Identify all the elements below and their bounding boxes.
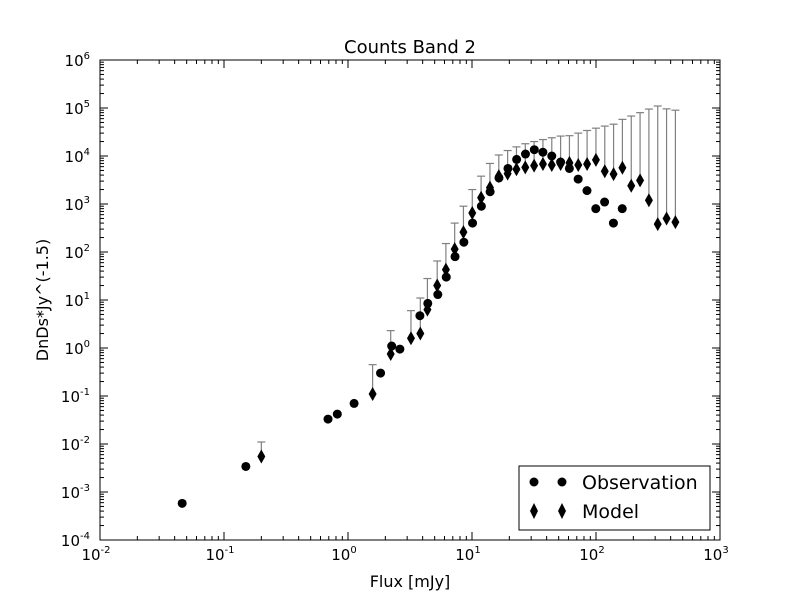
- model-point: [450, 242, 459, 257]
- model-point: [653, 217, 662, 232]
- model-point: [583, 157, 592, 172]
- observation-point: [617, 204, 627, 214]
- model-point: [565, 155, 574, 170]
- legend-model-label: Model: [582, 501, 639, 523]
- model-point: [416, 326, 425, 341]
- model-point: [556, 157, 565, 172]
- model-point: [468, 205, 477, 220]
- legend-observation-marker-left: [529, 477, 539, 487]
- model-point: [477, 190, 486, 205]
- observation-point: [415, 311, 425, 321]
- model-point: [512, 162, 521, 177]
- observation-point: [395, 344, 405, 354]
- model-point: [386, 346, 395, 361]
- observation-point: [582, 186, 592, 196]
- model-point: [423, 302, 432, 317]
- model-point: [521, 160, 530, 175]
- model-point: [459, 225, 468, 240]
- legend-box: [518, 465, 711, 531]
- observation-point: [441, 272, 451, 282]
- model-point: [671, 215, 680, 230]
- model-point: [433, 278, 442, 293]
- observation-point: [608, 218, 618, 228]
- observation-point: [547, 151, 557, 161]
- observation-point: [349, 398, 359, 408]
- model-point: [600, 164, 609, 179]
- observation-point: [387, 341, 397, 351]
- observation-series: [177, 145, 627, 508]
- observation-point: [459, 237, 469, 247]
- model-point: [485, 180, 494, 195]
- model-point: [530, 158, 539, 173]
- observation-point: [323, 414, 333, 424]
- observation-point: [520, 149, 530, 159]
- model-point: [368, 387, 377, 402]
- model-point: [503, 166, 512, 181]
- model-point: [441, 262, 450, 277]
- observation-point: [573, 174, 583, 184]
- model-point: [662, 211, 671, 226]
- observation-point: [177, 498, 187, 508]
- x-axis-label: Flux [mJy]: [370, 572, 451, 591]
- plot-area-frame: [99, 59, 721, 541]
- axis-ticks: 10-2 10-1 100 101 102 10310-410-310-210-11001…: [61, 51, 729, 564]
- legend-model-marker-left: [530, 503, 538, 519]
- observation-point: [600, 197, 610, 207]
- model-series: [257, 152, 680, 464]
- model-point: [494, 169, 503, 184]
- model-point: [257, 449, 266, 464]
- y-axis-label: DnDs*Jy^(-1.5): [33, 239, 52, 361]
- chart-title: Counts Band 2: [344, 37, 476, 58]
- observation-point: [476, 201, 486, 211]
- observation-point: [241, 461, 251, 471]
- model-point: [547, 157, 556, 172]
- model-point: [644, 193, 653, 208]
- observation-point: [468, 218, 478, 228]
- observation-point: [433, 290, 443, 300]
- model-point: [538, 157, 547, 172]
- observation-point: [512, 154, 522, 164]
- model-point: [636, 173, 645, 188]
- legend: Observation Model: [518, 465, 711, 531]
- legend-model-marker-right: [558, 503, 566, 519]
- model-point: [627, 178, 636, 193]
- model-point: [618, 160, 627, 175]
- observation-point: [591, 204, 601, 214]
- observation-point: [332, 409, 342, 419]
- model-point: [591, 152, 600, 167]
- observation-point: [450, 252, 460, 262]
- legend-observation-marker-right: [557, 477, 567, 487]
- model-point: [406, 331, 415, 346]
- observation-point: [376, 368, 386, 378]
- model-point: [609, 167, 618, 182]
- observation-point: [538, 147, 548, 157]
- model-point: [574, 157, 583, 172]
- observation-point: [529, 145, 539, 155]
- legend-observation-label: Observation: [582, 472, 698, 494]
